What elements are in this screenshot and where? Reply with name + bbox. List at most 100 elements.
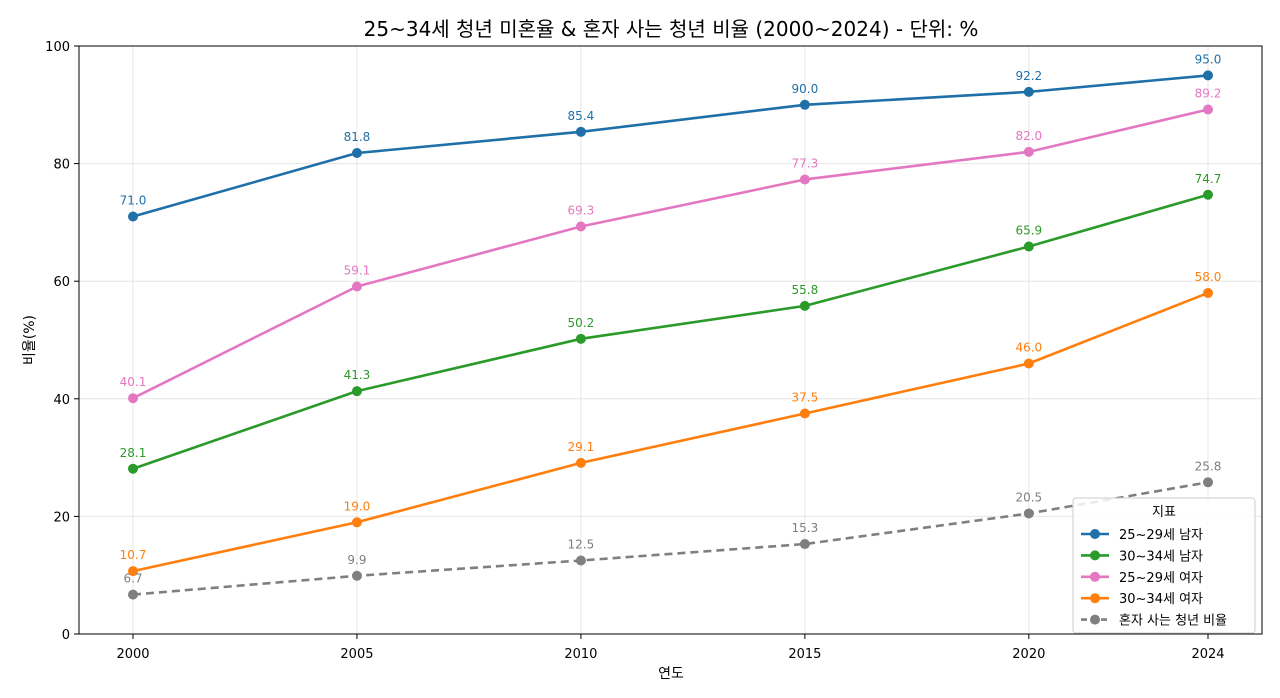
y-axis-label: 비율(%) <box>22 315 38 365</box>
series-5: 6.7 9.9 12.5 15.3 20.5 25.8 <box>123 459 1222 600</box>
data-label: 58.0 <box>1195 270 1222 284</box>
y-tick-label: 20 <box>53 510 70 525</box>
data-label: 77.3 <box>792 156 819 170</box>
data-label: 74.7 <box>1195 172 1222 186</box>
legend-item: 혼자 사는 청년 비율 <box>1081 614 1227 629</box>
data-point <box>128 393 138 404</box>
legend-marker <box>1090 614 1100 625</box>
data-point <box>1023 508 1034 519</box>
data-point <box>1203 287 1213 298</box>
data-label: 19.0 <box>344 499 371 513</box>
y-tick-label: 80 <box>53 158 70 173</box>
data-label: 65.9 <box>1015 224 1042 238</box>
y-tick-label: 0 <box>62 628 70 643</box>
x-axis-label: 연도 <box>658 666 684 682</box>
data-label: 90.0 <box>792 82 819 96</box>
data-label: 9.9 <box>347 553 366 567</box>
series-line <box>132 193 1209 471</box>
data-point <box>575 221 586 232</box>
x-tick-label: 2020 <box>1012 647 1045 662</box>
data-point <box>799 300 810 311</box>
x-tick-label: 2024 <box>1191 647 1224 662</box>
chart-title: 25~34세 청년 미혼율 & 혼자 사는 청년 비율 (2000~2024) … <box>364 17 979 41</box>
y-axis: 0 20 40 60 80 100 <box>45 40 79 643</box>
data-label: 95.0 <box>1195 52 1222 66</box>
data-point <box>351 386 362 397</box>
data-point <box>1023 241 1034 252</box>
data-point <box>351 148 362 159</box>
data-label: 25.8 <box>1195 459 1222 473</box>
legend-item: 25~29세 여자 <box>1081 571 1203 586</box>
data-point <box>575 333 586 344</box>
legend-item: 30~34세 여자 <box>1081 592 1203 607</box>
data-point <box>575 126 586 137</box>
data-label: 71.0 <box>120 194 147 208</box>
series-2: 28.1 41.3 50.2 55.8 65.9 74.7 <box>120 172 1222 474</box>
data-label: 37.5 <box>792 391 819 405</box>
data-label: 40.1 <box>120 375 147 389</box>
series-line <box>132 108 1209 400</box>
data-label: 81.8 <box>344 130 371 144</box>
data-point <box>1023 358 1034 369</box>
y-tick-label: 60 <box>53 275 70 290</box>
data-point <box>1023 86 1034 97</box>
x-axis: 2000 2005 2010 2015 2020 2024 <box>116 634 1225 662</box>
series-4: 10.7 19.0 29.1 37.5 46.0 58.0 <box>120 270 1222 577</box>
data-label: 69.3 <box>568 204 595 218</box>
data-point <box>575 555 586 566</box>
data-label: 6.7 <box>123 572 142 586</box>
data-point <box>1203 104 1213 115</box>
data-label: 92.2 <box>1015 69 1042 83</box>
legend-box <box>1072 497 1256 634</box>
series-layer: 71.0 81.8 85.4 90.0 92.2 95.0 28.1 41.3 50.2 55.8… <box>120 52 1222 600</box>
data-point <box>351 517 362 528</box>
data-point <box>128 211 138 222</box>
data-label: 20.5 <box>1015 490 1042 504</box>
y-tick-label: 100 <box>45 40 70 55</box>
data-label: 15.3 <box>792 521 819 535</box>
data-label: 50.2 <box>568 316 595 330</box>
legend-title: 지표 <box>1152 505 1176 520</box>
data-point <box>1203 477 1213 488</box>
series-line <box>132 481 1209 596</box>
data-point <box>1203 189 1213 200</box>
legend-marker <box>1090 593 1100 604</box>
data-point <box>799 539 810 550</box>
data-label: 12.5 <box>568 538 595 552</box>
data-label: 41.3 <box>344 368 371 382</box>
data-point <box>128 463 138 474</box>
x-tick-label: 2015 <box>788 647 821 662</box>
legend-label: 혼자 사는 청년 비율 <box>1119 614 1227 629</box>
data-point <box>1023 146 1034 157</box>
legend-label: 25~29세 여자 <box>1119 571 1203 586</box>
data-point <box>351 570 362 581</box>
plot-area <box>78 45 1263 635</box>
data-point <box>575 457 586 468</box>
x-tick-label: 2010 <box>564 647 597 662</box>
data-point <box>128 589 138 600</box>
data-label: 28.1 <box>120 446 147 460</box>
data-label: 82.0 <box>1015 129 1042 143</box>
series-1: 71.0 81.8 85.4 90.0 92.2 95.0 <box>120 52 1222 222</box>
y-tick-label: 40 <box>53 393 70 408</box>
data-point <box>799 99 810 110</box>
data-label: 85.4 <box>568 109 595 123</box>
data-label: 89.2 <box>1195 87 1222 101</box>
legend-label: 25~29세 남자 <box>1119 528 1203 543</box>
legend-marker <box>1090 550 1100 561</box>
x-tick-label: 2005 <box>340 647 373 662</box>
series-3: 40.1 59.1 69.3 77.3 82.0 89.2 <box>120 87 1222 404</box>
series-line <box>132 74 1209 218</box>
data-label: 29.1 <box>568 440 595 454</box>
data-label: 10.7 <box>120 548 147 562</box>
data-label: 46.0 <box>1015 341 1042 355</box>
data-point <box>1203 70 1213 81</box>
data-point <box>799 174 810 185</box>
data-point <box>799 408 810 419</box>
data-point <box>128 566 138 577</box>
legend-marker <box>1090 529 1100 539</box>
data-label: 55.8 <box>792 283 819 297</box>
series-line <box>132 291 1209 573</box>
legend-label: 30~34세 남자 <box>1119 549 1203 564</box>
